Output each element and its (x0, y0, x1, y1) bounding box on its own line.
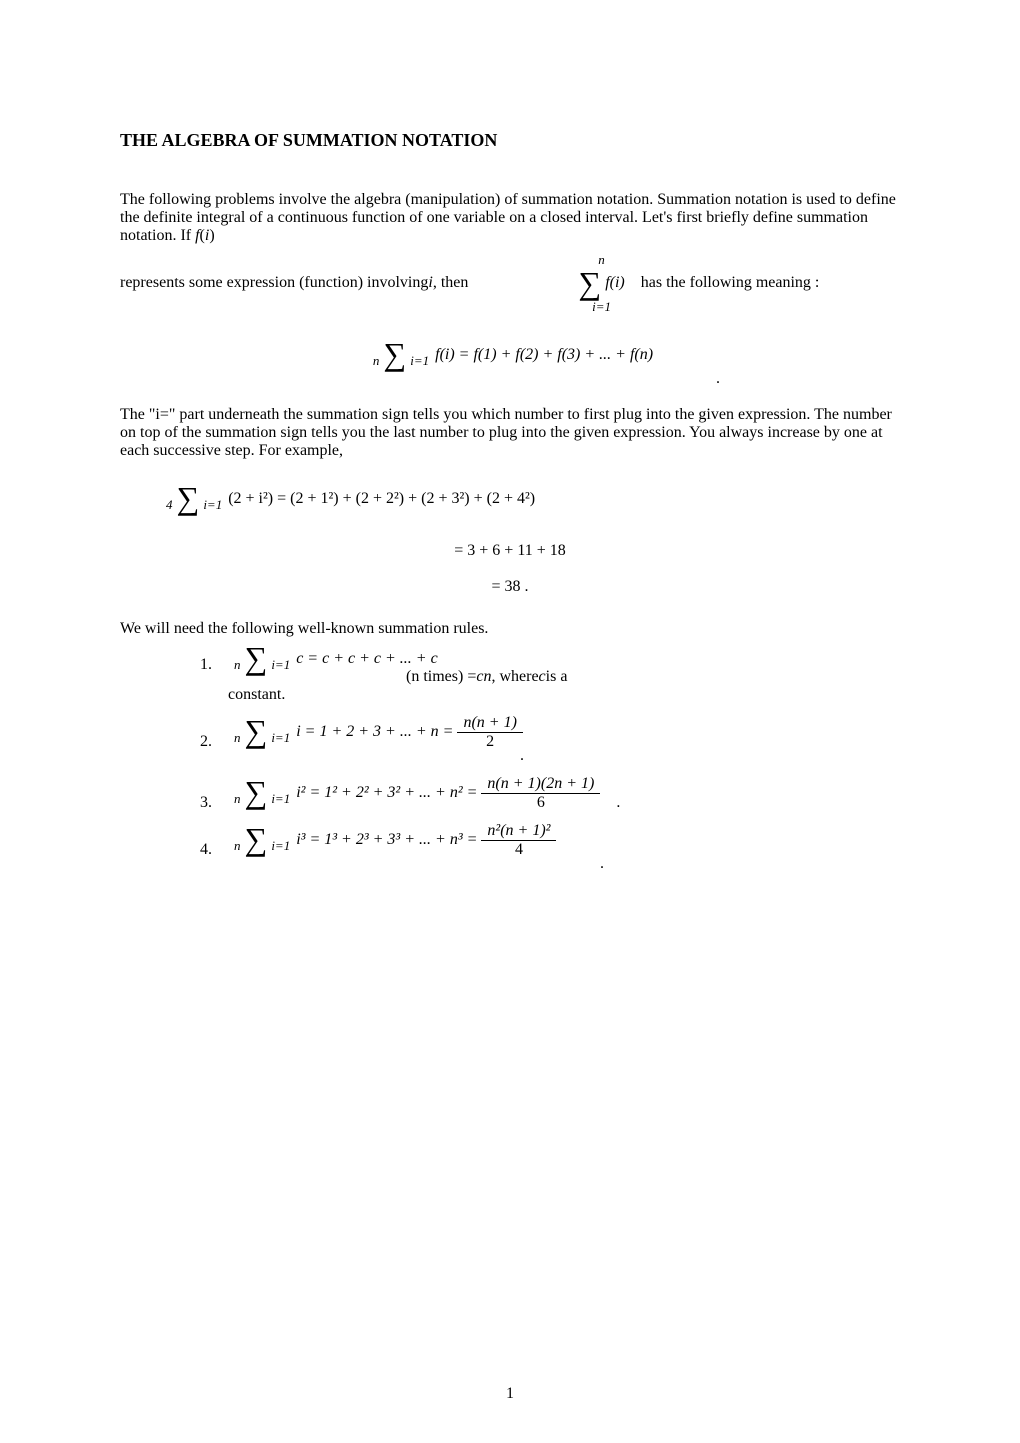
r1-bot: i=1 (271, 657, 290, 672)
rule-1-summation: n ∑ i=1 (234, 644, 290, 674)
r1-after3: is a (546, 668, 568, 686)
intro-text-2c: has the following meaning : (641, 274, 820, 292)
r1-top: n (234, 657, 241, 672)
intro-text-2a: represents some expression (function) in… (120, 274, 428, 292)
eq1-sigma: ∑ (383, 336, 406, 372)
rule-4-summation: n ∑ i=1 (234, 825, 290, 855)
r4-body: i³ = 1³ + 2³ + 3³ + ... + n³ = (296, 831, 477, 849)
rule-2-num: 2. (200, 733, 218, 751)
eq2-summation: 4 ∑ i=1 (166, 484, 222, 514)
r3-top: n (234, 791, 241, 806)
r1-after1: (n times) = (406, 668, 476, 686)
equation-2b: = 3 + 6 + 11 + 18 (120, 542, 900, 560)
sum-bot: i=1 (592, 299, 611, 314)
intro-text-2b: , then (433, 274, 469, 292)
eq1-body: f(i) = f(1) + f(2) + f(3) + ... + f(n) (435, 346, 653, 364)
r3-fraction: n(n + 1)(2n + 1) 6 (481, 775, 600, 812)
sigma-symbol: ∑ (578, 269, 601, 298)
r3-bot: i=1 (271, 791, 290, 806)
r2-dot: . (520, 747, 524, 764)
paragraph-3: We will need the following well-known su… (120, 620, 900, 638)
r3-dot: . (616, 794, 620, 812)
r2-sigma: ∑ (245, 713, 268, 749)
intro-paragraph-2: represents some expression (function) in… (120, 251, 900, 316)
eq2-top: 4 (166, 497, 173, 512)
r1-after2: , where (491, 668, 538, 686)
eq1-bot: i=1 (410, 353, 429, 368)
equation-1: n ∑ i=1 f(i) = f(1) + f(2) + f(3) + ... … (120, 340, 900, 388)
r2-bot: i=1 (271, 730, 290, 745)
rule-4-num: 4. (200, 841, 218, 859)
eq1-summation: n ∑ i=1 (373, 340, 429, 370)
rule-2-summation: n ∑ i=1 (234, 717, 290, 747)
eq1-top: n (373, 353, 380, 368)
eq1-dot: . (716, 370, 720, 387)
rule-1: 1. n ∑ i=1 c = c + c + c + ... + c (n ti… (200, 644, 900, 704)
r3-den: 6 (481, 794, 600, 812)
r4-bot: i=1 (271, 838, 290, 853)
r1-line2: constant. (228, 686, 900, 704)
r3-body: i² = 1² + 2² + 3² + ... + n² = (296, 784, 477, 802)
r3-num: n(n + 1)(2n + 1) (481, 775, 600, 794)
r2-fraction: n(n + 1) 2 (457, 714, 522, 751)
sum-body: f(i) (605, 274, 625, 292)
r4-fraction: n²(n + 1)² 4 (481, 822, 556, 859)
equation-2c: = 38 . (120, 578, 900, 596)
eq2-bot: i=1 (203, 497, 222, 512)
r4-top: n (234, 838, 241, 853)
eq2-sigma: ∑ (177, 480, 200, 516)
intro-text-1a: The following problems involve the algeb… (120, 191, 896, 244)
title: THE ALGEBRA OF SUMMATION NOTATION (120, 130, 900, 151)
r4-sigma: ∑ (245, 821, 268, 857)
paragraph-2: The "i=" part underneath the summation s… (120, 406, 900, 460)
r4-den: 4 (481, 841, 556, 859)
r2-body: i = 1 + 2 + 3 + ... + n = (296, 723, 453, 741)
r1-sigma: ∑ (245, 640, 268, 676)
rule-4: 4. n ∑ i=1 i³ = 1³ + 2³ + 3³ + ... + n³ … (200, 822, 900, 873)
equation-2: 4 ∑ i=1 (2 + i²) = (2 + 1²) + (2 + 2²) +… (160, 484, 900, 514)
r2-top: n (234, 730, 241, 745)
rule-3-summation: n ∑ i=1 (234, 778, 290, 808)
r3-sigma: ∑ (245, 774, 268, 810)
eq2-body: (2 + i²) = (2 + 1²) + (2 + 2²) + (2 + 3²… (228, 490, 535, 508)
fi-close: ) (209, 227, 214, 244)
page: THE ALGEBRA OF SUMMATION NOTATION The fo… (0, 0, 1020, 1443)
rule-3-num: 3. (200, 794, 218, 812)
rule-3: 3. n ∑ i=1 i² = 1² + 2² + 3² + ... + n² … (200, 775, 900, 812)
page-number: 1 (0, 1385, 1020, 1403)
r4-num: n²(n + 1)² (481, 822, 556, 841)
r4-dot: . (600, 855, 604, 872)
r1-cn: cn (476, 668, 491, 686)
r1-body: c = c + c + c + ... + c (296, 650, 438, 668)
inline-summation: n ∑ f(i) i=1 (578, 251, 624, 316)
r2-num: n(n + 1) (457, 714, 522, 733)
intro-paragraph-1: The following problems involve the algeb… (120, 191, 900, 245)
r2-den: 2 (457, 733, 522, 751)
rule-2: 2. n ∑ i=1 i = 1 + 2 + 3 + ... + n = n(n… (200, 714, 900, 765)
rule-1-num: 1. (200, 656, 218, 674)
r1-c: c (539, 668, 546, 686)
rules-list: 1. n ∑ i=1 c = c + c + c + ... + c (n ti… (200, 644, 900, 873)
